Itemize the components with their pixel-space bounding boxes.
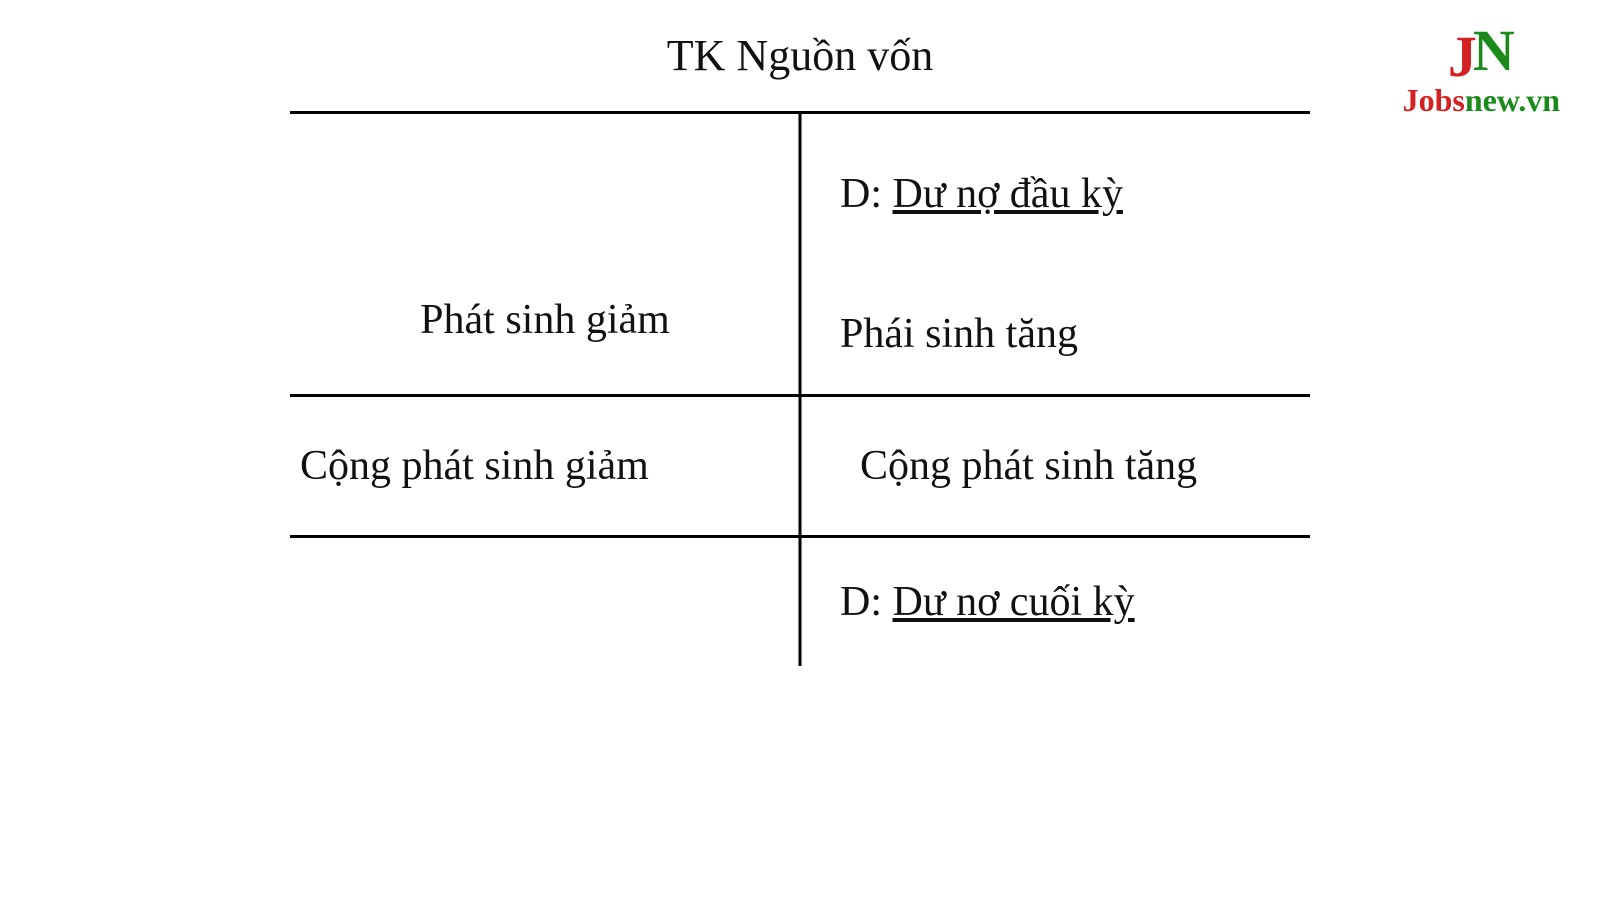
logo-text-right: new.vn xyxy=(1465,82,1560,118)
debit-transactions-label: Phát sinh giảm xyxy=(320,296,770,344)
closing-balance-prefix: D: xyxy=(840,579,893,625)
cell-debit-transactions: Phát sinh giảm xyxy=(290,114,800,394)
cell-credit-total: Cộng phát sinh tăng xyxy=(800,397,1310,535)
cell-debit-total: Cộng phát sinh giảm xyxy=(290,397,800,535)
row-opening-transactions: Phát sinh giảm D: Dư nợ đầu kỳ Phái sinh… xyxy=(290,111,1310,394)
cell-closing-balance: D: Dư nơ cuối kỳ xyxy=(800,538,1310,666)
opening-balance-prefix: D: xyxy=(840,171,893,217)
logo-text: Jobsnew.vn xyxy=(1403,82,1560,119)
cell-credit-opening-transactions: D: Dư nợ đầu kỳ Phái sinh tăng xyxy=(800,114,1310,394)
logo-letter-n: N xyxy=(1473,22,1515,80)
brand-logo: JN Jobsnew.vn xyxy=(1403,20,1560,119)
row-totals: Cộng phát sinh giảm Cộng phát sinh tăng xyxy=(290,394,1310,538)
logo-mark: JN xyxy=(1403,20,1560,80)
logo-letter-j: J xyxy=(1448,28,1477,86)
opening-balance-text: Dư nợ đầu kỳ xyxy=(893,171,1123,217)
t-account-body: Phát sinh giảm D: Dư nợ đầu kỳ Phái sinh… xyxy=(290,111,1310,666)
opening-balance: D: Dư nợ đầu kỳ xyxy=(840,170,1280,218)
closing-balance-text: Dư nơ cuối kỳ xyxy=(893,579,1135,625)
row-closing: D: Dư nơ cuối kỳ xyxy=(290,538,1310,666)
t-account-diagram: TK Nguồn vốn Phát sinh giảm D: Dư nợ đầu… xyxy=(290,30,1310,666)
cell-closing-left-empty xyxy=(290,538,800,666)
diagram-title: TK Nguồn vốn xyxy=(290,30,1310,81)
credit-transactions-label: Phái sinh tăng xyxy=(840,310,1280,358)
